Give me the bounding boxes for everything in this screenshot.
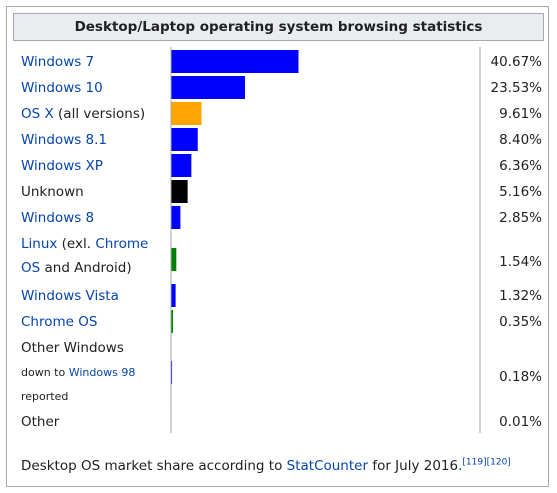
- label-link[interactable]: OS: [21, 260, 41, 276]
- label-link[interactable]: Windows XP: [21, 158, 103, 174]
- caption: Desktop OS market share according to Sta…: [21, 458, 511, 474]
- bar-other-windows-down-to-windows-98-reported: [171, 361, 173, 384]
- value-label: 23.53%: [490, 80, 542, 96]
- label-link[interactable]: Windows 8: [21, 210, 95, 226]
- label-link[interactable]: Windows 8.1: [21, 132, 108, 148]
- value-label: 2.85%: [499, 210, 542, 226]
- bar-windows-8: [171, 206, 181, 229]
- category-label-line2: OS and Android): [21, 260, 132, 276]
- bar-windows-10: [171, 76, 245, 99]
- label-text: (exl.: [57, 236, 96, 252]
- category-label: Windows 10: [21, 80, 103, 96]
- value-label: 0.18%: [499, 369, 542, 385]
- caption-suffix: for July 2016.: [368, 458, 463, 474]
- category-label-line2: down to Windows 98: [21, 364, 135, 381]
- category-label: Windows 8: [21, 210, 94, 226]
- category-label: Windows 8.1: [21, 132, 107, 148]
- category-label-line3: reported: [21, 388, 68, 405]
- category-label: Other: [21, 414, 59, 430]
- label-link[interactable]: Windows 10: [21, 80, 103, 96]
- label-text: Other Windows: [21, 340, 124, 356]
- label-link[interactable]: Chrome: [95, 236, 149, 252]
- value-label: 1.54%: [499, 254, 542, 270]
- category-label: Chrome OS: [21, 314, 97, 330]
- category-label: Linux (exl. Chrome: [21, 236, 148, 252]
- bar-windows-8-1: [171, 128, 198, 151]
- bar-os-x-all-versions: [171, 102, 202, 125]
- value-label: 0.35%: [499, 314, 542, 330]
- label-text: (all versions): [53, 106, 146, 122]
- bar-unknown: [171, 180, 188, 203]
- label-link[interactable]: Chrome OS: [21, 314, 98, 330]
- label-link[interactable]: OS X: [21, 106, 54, 122]
- bar-windows-vista: [171, 284, 176, 307]
- category-label: Windows Vista: [21, 288, 119, 304]
- label-text: and Android): [40, 260, 132, 276]
- bar-chart-svg: [170, 47, 481, 433]
- label-link[interactable]: Windows 7: [21, 54, 95, 70]
- bar-chrome-os: [171, 310, 173, 333]
- category-label: OS X (all versions): [21, 106, 145, 122]
- bar-windows-xp: [171, 154, 192, 177]
- category-label: Other Windows: [21, 340, 124, 356]
- value-label: 8.40%: [499, 132, 542, 148]
- bar-windows-7: [171, 50, 299, 73]
- category-label: Windows XP: [21, 158, 103, 174]
- label-text: Unknown: [21, 184, 84, 200]
- label-link[interactable]: Windows 98: [68, 366, 136, 379]
- statcounter-link[interactable]: StatCounter: [286, 458, 369, 474]
- label-link[interactable]: Windows Vista: [21, 288, 119, 304]
- chart-title: Desktop/Laptop operating system browsing…: [13, 13, 544, 41]
- bar-linux-exl-chrome-os-and-android: [171, 248, 177, 271]
- label-link[interactable]: Linux: [21, 236, 58, 252]
- category-label: Windows 7: [21, 54, 94, 70]
- label-text: reported: [21, 390, 69, 403]
- value-label: 40.67%: [490, 54, 542, 70]
- caption-refs[interactable]: [119][120]: [462, 457, 511, 468]
- label-text: Other: [21, 414, 60, 430]
- value-label: 6.36%: [499, 158, 542, 174]
- plot-area: Windows 7 40.67% Windows 10 23.53% OS X (all…: [7, 7, 550, 447]
- value-label: 0.01%: [499, 414, 542, 430]
- value-label: 5.16%: [499, 184, 542, 200]
- value-label: 9.61%: [499, 106, 542, 122]
- caption-text: Desktop OS market share according to: [21, 458, 287, 474]
- value-label: 1.32%: [499, 288, 542, 304]
- chart-frame: Desktop/Laptop operating system browsing…: [6, 6, 549, 487]
- category-label: Unknown: [21, 184, 84, 200]
- label-text: down to: [21, 366, 69, 379]
